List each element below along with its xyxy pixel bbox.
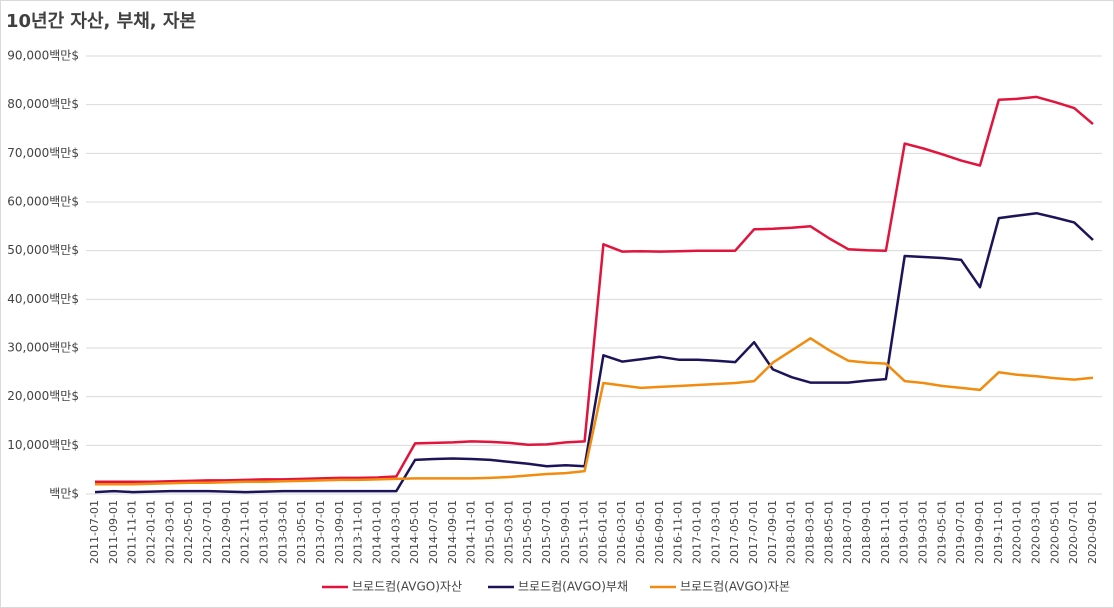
x-tick-label: 2014-03-01 (389, 500, 402, 564)
x-tick-label: 2015-07-01 (540, 500, 553, 564)
y-tick-label: 40,000백만$ (7, 292, 79, 306)
y-tick-label: 90,000백만$ (7, 49, 79, 63)
x-tick-label: 2015-11-01 (578, 500, 591, 564)
x-tick-label: 2019-07-01 (954, 500, 967, 564)
x-tick-label: 2012-03-01 (163, 500, 176, 564)
x-tick-label: 2018-05-01 (822, 500, 835, 564)
x-tick-label: 2016-01-01 (596, 500, 609, 564)
x-tick-label: 2012-01-01 (144, 500, 157, 564)
chart-title: 10년간 자산, 부채, 자본 (6, 11, 196, 32)
x-tick-label: 2018-07-01 (841, 500, 854, 564)
x-tick-label: 2017-05-01 (728, 500, 741, 564)
x-tick-label: 2020-05-01 (1048, 500, 1061, 564)
x-tick-label: 2014-09-01 (446, 500, 459, 564)
x-tick-label: 2015-05-01 (521, 500, 534, 564)
x-tick-label: 2016-11-01 (672, 500, 685, 564)
x-tick-label: 2012-09-01 (220, 500, 233, 564)
x-tick-label: 2016-05-01 (634, 500, 647, 564)
y-tick-label: 70,000백만$ (7, 146, 79, 160)
legend-label: 브로드컴(AVGO)자본 (680, 580, 790, 594)
series-line (95, 95, 1094, 484)
y-tick-label: 80,000백만$ (7, 97, 79, 111)
x-tick-label: 2012-05-01 (182, 500, 195, 564)
legend-label: 브로드컴(AVGO)자산 (352, 580, 462, 594)
x-tick-label: 2018-11-01 (879, 500, 892, 564)
y-tick-label: 20,000백만$ (7, 389, 79, 403)
x-tick-label: 2011-11-01 (126, 500, 139, 564)
x-tick-label: 2019-09-01 (973, 500, 986, 564)
x-tick-label: 2015-09-01 (559, 500, 572, 564)
x-tick-label: 2018-09-01 (860, 500, 873, 564)
x-tick-label: 2013-07-01 (314, 500, 327, 564)
x-tick-label: 2014-07-01 (427, 500, 440, 564)
x-tick-label: 2014-01-01 (370, 500, 383, 564)
legend-label: 브로드컴(AVGO)부채 (518, 580, 628, 594)
x-tick-label: 2019-11-01 (992, 500, 1005, 564)
y-tick-label: 30,000백만$ (7, 341, 79, 355)
x-tick-label: 2014-11-01 (465, 500, 478, 564)
x-tick-label: 2012-07-01 (201, 500, 214, 564)
y-tick-label: 60,000백만$ (7, 195, 79, 209)
x-tick-label: 2016-03-01 (615, 500, 628, 564)
x-tick-label: 2018-01-01 (785, 500, 798, 564)
series-line (95, 337, 1094, 486)
x-tick-label: 2012-11-01 (239, 500, 252, 564)
x-tick-label: 2017-07-01 (747, 500, 760, 564)
x-tick-label: 2019-03-01 (917, 500, 930, 564)
x-tick-label: 2018-03-01 (804, 500, 817, 564)
x-tick-label: 2013-03-01 (276, 500, 289, 564)
x-tick-label: 2015-03-01 (502, 500, 515, 564)
x-tick-label: 2011-09-01 (107, 500, 120, 564)
x-tick-label: 2014-05-01 (408, 500, 421, 564)
x-tick-label: 2013-01-01 (257, 500, 270, 564)
x-tick-label: 2017-03-01 (709, 500, 722, 564)
x-tick-label: 2013-05-01 (295, 500, 308, 564)
y-tick-label: 백만$ (49, 487, 79, 501)
x-tick-label: 2019-05-01 (935, 500, 948, 564)
x-tick-label: 2016-09-01 (653, 500, 666, 564)
x-tick-label: 2017-09-01 (766, 500, 779, 564)
y-tick-label: 10,000백만$ (7, 438, 79, 452)
y-tick-label: 50,000백만$ (7, 243, 79, 257)
x-tick-label: 2011-07-01 (88, 500, 101, 564)
x-tick-label: 2015-01-01 (483, 500, 496, 564)
series-line (94, 211, 1094, 494)
x-tick-label: 2020-01-01 (1011, 500, 1024, 564)
x-tick-label: 2020-03-01 (1030, 500, 1043, 564)
x-tick-label: 2020-09-01 (1086, 500, 1099, 564)
x-tick-label: 2013-09-01 (333, 500, 346, 564)
x-tick-label: 2019-01-01 (898, 500, 911, 564)
x-tick-label: 2013-11-01 (352, 500, 365, 564)
x-tick-label: 2020-07-01 (1067, 500, 1080, 564)
x-tick-label: 2017-01-01 (691, 500, 704, 564)
